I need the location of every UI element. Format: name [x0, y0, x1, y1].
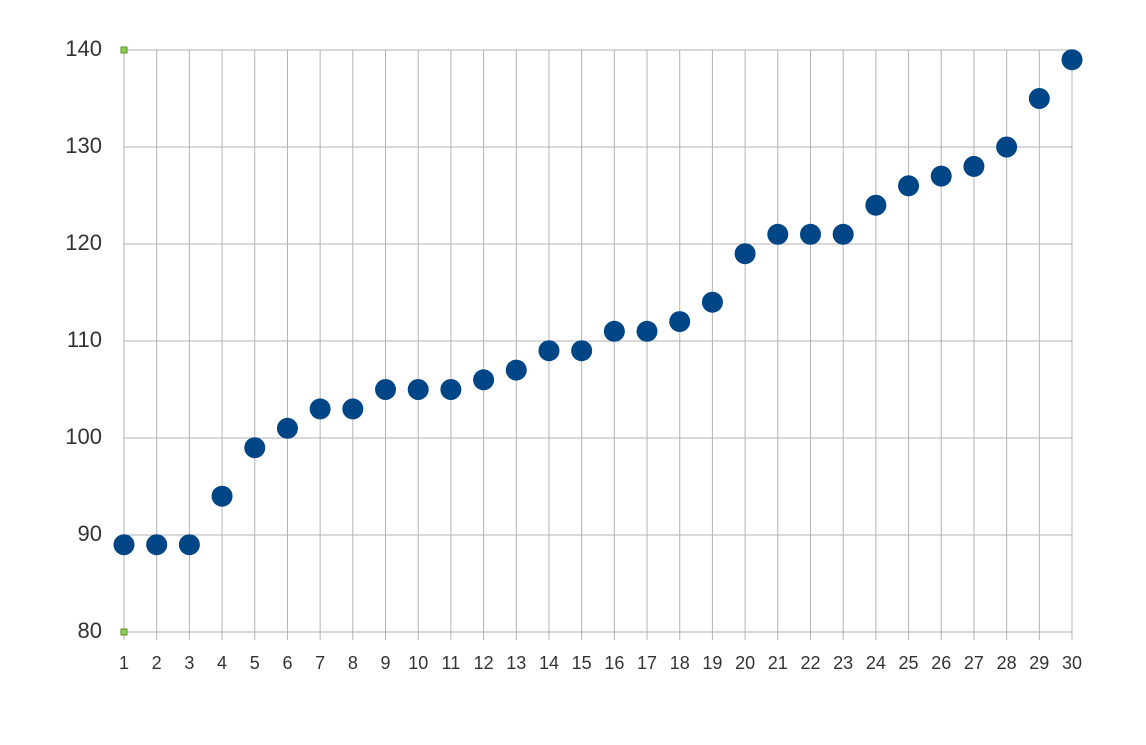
point [113, 534, 135, 556]
y-tick-label: 100 [65, 424, 102, 449]
point [178, 534, 200, 556]
x-tick-label: 15 [572, 653, 592, 673]
point [407, 379, 429, 400]
point [963, 155, 985, 177]
selection-handle [120, 46, 128, 54]
point [440, 379, 462, 400]
x-tick-label: 12 [474, 653, 494, 673]
x-tick-label: 28 [997, 653, 1017, 673]
x-tick-label: 8 [348, 653, 358, 673]
x-tick-label: 4 [217, 653, 227, 673]
point [799, 223, 821, 245]
point [636, 320, 658, 342]
y-tick-label: 140 [65, 36, 102, 61]
x-tick-label: 25 [899, 653, 919, 673]
y-tick-label: 130 [65, 133, 102, 158]
point [276, 417, 298, 439]
x-tick-label: 5 [250, 653, 260, 673]
x-tick-label: 21 [768, 653, 788, 673]
point [898, 175, 920, 197]
point [603, 320, 625, 342]
point [832, 223, 854, 245]
point [505, 359, 527, 381]
x-tick-label: 11 [442, 653, 461, 673]
x-tick-label: 2 [152, 653, 162, 673]
point [930, 165, 952, 187]
x-tick-label: 19 [702, 653, 722, 673]
y-tick-label: 110 [67, 327, 102, 352]
point [996, 136, 1018, 158]
x-tick-label: 3 [184, 653, 194, 673]
point [309, 398, 331, 420]
x-tick-label: 9 [381, 653, 391, 673]
x-tick-label: 22 [800, 653, 820, 673]
point [734, 243, 756, 265]
point [571, 340, 593, 362]
x-tick-label: 20 [735, 653, 755, 673]
x-tick-label: 14 [539, 653, 559, 673]
point [375, 379, 397, 400]
y-tick-label: 120 [65, 230, 102, 255]
x-tick-label: 6 [282, 653, 292, 673]
point [1028, 88, 1050, 109]
point [767, 223, 789, 245]
x-tick-label: 1 [119, 653, 129, 673]
point [473, 369, 495, 391]
point [669, 311, 691, 333]
x-tick-label: 30 [1062, 653, 1082, 673]
point [211, 485, 233, 507]
x-tick-label: 24 [866, 653, 886, 673]
point [244, 437, 266, 459]
x-tick-label: 18 [670, 653, 690, 673]
point [701, 291, 723, 313]
point [865, 194, 887, 216]
point [342, 398, 364, 420]
x-tick-label: 27 [964, 653, 984, 673]
x-tick-label: 26 [931, 653, 951, 673]
point [538, 340, 560, 362]
x-tick-label: 7 [315, 653, 325, 673]
x-tick-label: 17 [637, 653, 657, 673]
x-tick-label: 13 [506, 653, 526, 673]
x-tick-label: 29 [1029, 653, 1049, 673]
y-tick-label: 80 [78, 618, 102, 643]
x-tick-label: 16 [604, 653, 624, 673]
x-tick-label: 10 [408, 653, 428, 673]
point [1061, 49, 1083, 71]
selection-handle [120, 628, 128, 636]
point [146, 534, 168, 556]
x-tick-label: 23 [833, 653, 853, 673]
y-tick-label: 90 [78, 521, 102, 546]
